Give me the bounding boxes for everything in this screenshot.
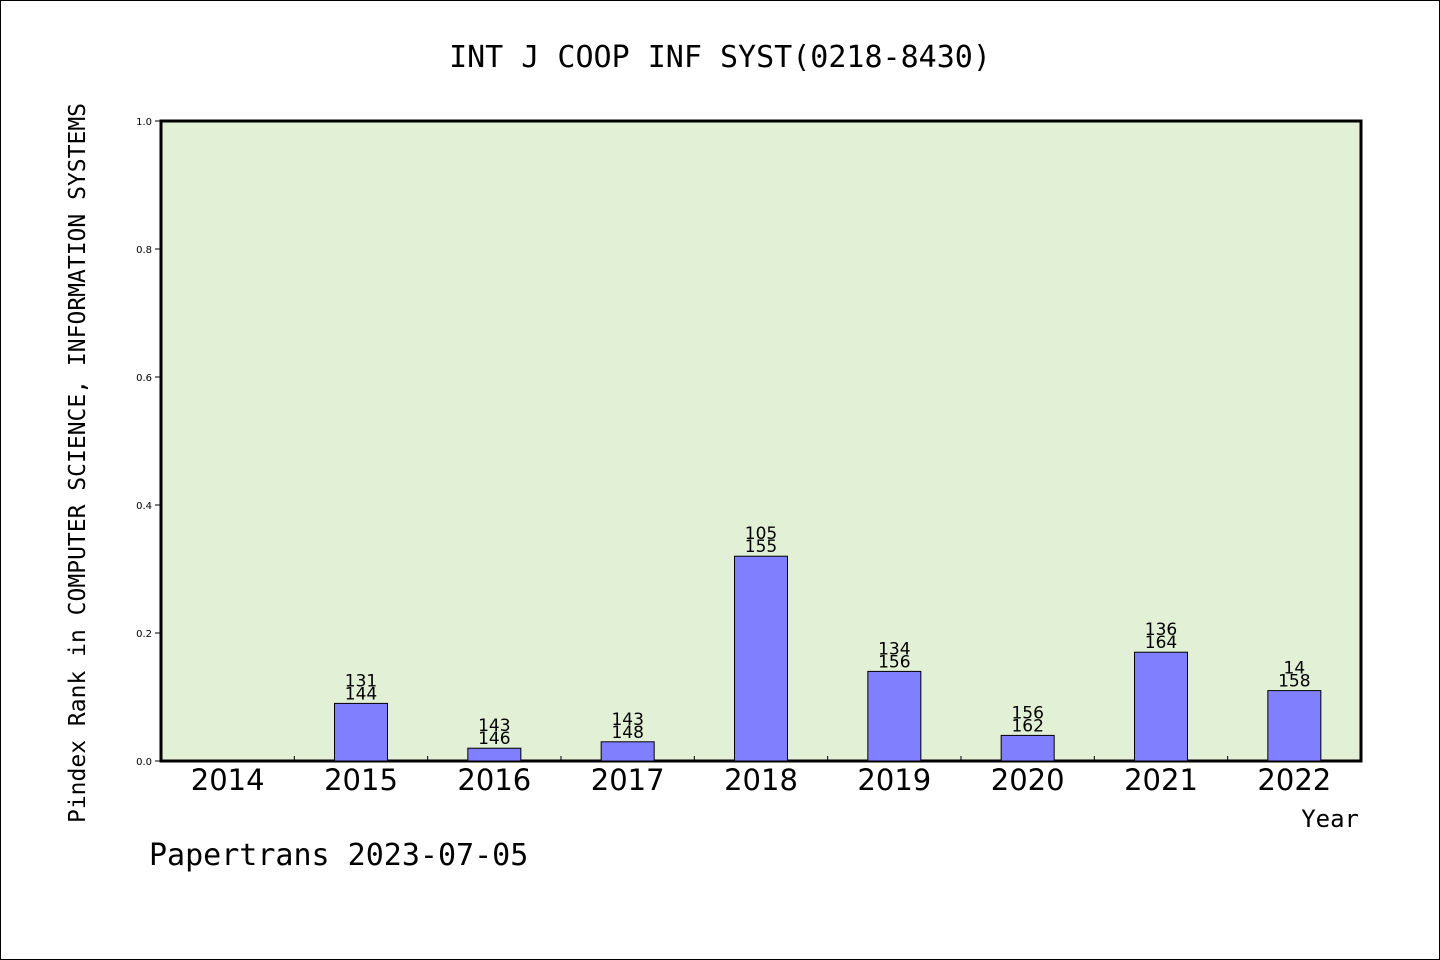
data-label-lower: 146 xyxy=(478,729,510,749)
data-label-lower: 148 xyxy=(611,723,643,743)
data-label-upper: 156 xyxy=(1011,703,1043,723)
x-axis-label: Year xyxy=(1301,805,1359,833)
data-label-lower: 144 xyxy=(345,684,377,704)
y-tick-label: 0.2 xyxy=(136,629,152,640)
x-axis-ticks: 2014 2015 2016 2017 2018 2019 2020 2021 2022 xyxy=(191,756,1331,797)
y-axis-label: Pindex Rank in COMPUTER SCIENCE, INFORMA… xyxy=(65,103,91,823)
data-label-upper: 134 xyxy=(878,639,910,659)
x-tick-label-2016: 2016 xyxy=(457,763,531,797)
x-tick-label-2022: 2022 xyxy=(1257,763,1331,797)
chart-title: INT J COOP INF SYST(0218-8430) xyxy=(449,40,991,75)
x-tick-label-2014: 2014 xyxy=(191,763,265,797)
bar-2022 xyxy=(1267,690,1322,762)
data-label-lower: 164 xyxy=(1145,633,1177,653)
data-label-lower: 155 xyxy=(745,537,777,557)
bar-2015 xyxy=(334,702,388,762)
bars: 1311441431461431481051551341561561621361… xyxy=(334,524,1322,762)
data-label-upper: 136 xyxy=(1145,620,1177,640)
bar-2021 xyxy=(1134,651,1188,762)
x-tick-label-2021: 2021 xyxy=(1124,763,1198,797)
bar-2016 xyxy=(467,747,522,762)
y-tick-label: 0.6 xyxy=(136,373,152,384)
data-label-upper: 143 xyxy=(611,710,643,730)
data-label-upper: 105 xyxy=(745,524,777,544)
data-label-lower: 156 xyxy=(878,652,910,672)
bar-2018 xyxy=(734,555,788,762)
data-label-upper: 143 xyxy=(478,716,510,736)
y-axis-ticks: 0.0 0.2 0.4 0.6 0.8 1.0 xyxy=(136,117,161,768)
bar-2017 xyxy=(600,741,655,762)
data-label-lower: 158 xyxy=(1278,672,1310,692)
data-label-upper: 14 xyxy=(1284,659,1306,679)
x-tick-label-2018: 2018 xyxy=(724,763,798,797)
bar-2019 xyxy=(867,670,922,762)
x-tick-label-2019: 2019 xyxy=(857,763,931,797)
footer-text: Papertrans 2023-07-05 xyxy=(149,838,528,873)
x-tick-label-2015: 2015 xyxy=(324,763,398,797)
bar-2020 xyxy=(1000,734,1055,762)
x-tick-label-2017: 2017 xyxy=(591,763,665,797)
data-label-upper: 131 xyxy=(345,671,377,691)
data-label-lower: 162 xyxy=(1011,716,1043,736)
y-tick-label: 0.0 xyxy=(136,757,152,768)
y-tick-label: 0.4 xyxy=(136,501,152,512)
y-tick-label: 0.8 xyxy=(136,245,152,256)
y-tick-label: 1.0 xyxy=(136,117,152,128)
x-tick-label-2020: 2020 xyxy=(991,763,1065,797)
